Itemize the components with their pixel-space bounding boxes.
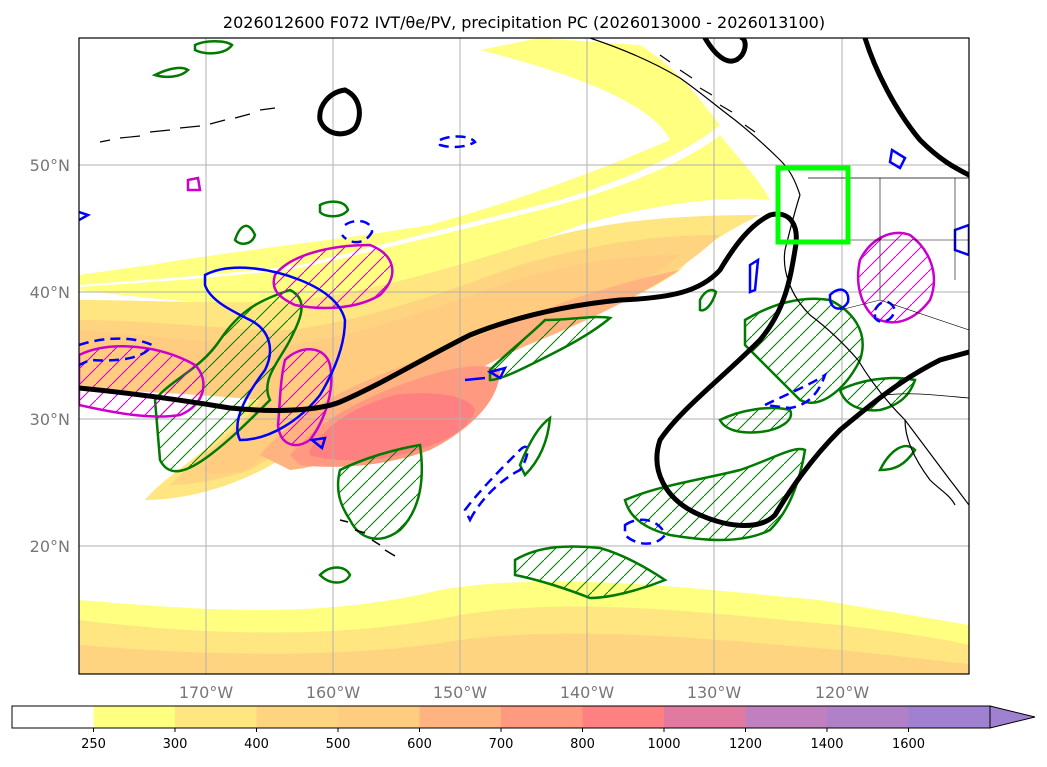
- colorbar-tick-label: 600: [407, 737, 432, 752]
- precip-area: [518, 415, 552, 478]
- lon-tick-label: 120°W: [815, 683, 870, 702]
- precip-area: [336, 443, 424, 540]
- lon-tick-label: 170°W: [179, 683, 234, 702]
- colorbar-swatch: [12, 706, 94, 728]
- lon-tick-label: 160°W: [306, 683, 361, 702]
- colorbar-tick-label: 1600: [892, 737, 925, 752]
- theta-contour: [186, 176, 202, 192]
- lat-tick-label: 20°N: [30, 537, 70, 556]
- lon-tick-label: 150°W: [433, 683, 488, 702]
- colorbar-extend-arrow: [989, 705, 1036, 729]
- coastline-us-west: [783, 194, 969, 506]
- pv-contours: [79, 38, 969, 528]
- border-states: [839, 178, 969, 331]
- colorbar-tick-label: 700: [489, 737, 514, 752]
- theta-contour: [308, 436, 327, 451]
- theta-positive-contours: [79, 176, 936, 447]
- theta-contour: [341, 219, 374, 244]
- precip-area: [698, 288, 718, 312]
- coastline-sea-islands: [659, 54, 756, 133]
- precip-area: [718, 406, 793, 434]
- colorbar-tick-label: 800: [570, 737, 595, 752]
- theta-contour: [464, 366, 508, 382]
- precip-area: [318, 566, 352, 584]
- colorbar-tick-label: 500: [326, 737, 351, 752]
- theta-contour: [438, 135, 477, 149]
- colorbar-tick-label: 250: [81, 737, 106, 752]
- precip-area: [193, 40, 234, 55]
- theta-negative-contours: [79, 135, 969, 545]
- lon-tick-labels: 170°W 160°W 150°W 140°W 130°W 120°W: [179, 683, 870, 702]
- ivt-band-500: [79, 255, 680, 474]
- theta-contour: [828, 288, 850, 310]
- lat-tick-label: 40°N: [30, 283, 70, 302]
- islands-aleutian: [99, 107, 276, 143]
- precip-area: [623, 447, 807, 542]
- theta-contour: [79, 337, 154, 367]
- map-area: [79, 38, 969, 674]
- ivt-band-250: [79, 38, 720, 285]
- colorbar-swatch: [175, 706, 257, 728]
- border-us-mexico: [884, 393, 969, 399]
- colorbar-tick-label: 300: [163, 737, 188, 752]
- chart-title: 2026012600 F072 IVT/θe/PV, precipitation…: [223, 13, 825, 32]
- pv-contour: [317, 87, 362, 137]
- theta-contour: [623, 518, 667, 545]
- colorbar-tick-label: 1000: [647, 737, 680, 752]
- precip-area: [153, 288, 303, 473]
- colorbar: 250 300 400 500 600 700 800 1000 1200 1400 1600: [11, 705, 1036, 752]
- coastline-baja: [904, 419, 956, 506]
- theta-contour: [856, 231, 936, 324]
- colorbar-swatch: [827, 706, 909, 728]
- precip-area: [488, 315, 613, 382]
- colorbar-tick-label: 400: [244, 737, 269, 752]
- lon-tick-label: 130°W: [687, 683, 742, 702]
- map-frame: [78, 37, 970, 675]
- precip-area: [318, 200, 350, 218]
- lat-tick-label: 30°N: [30, 410, 70, 429]
- theta-contour: [463, 445, 529, 523]
- colorbar-swatch: [501, 706, 583, 728]
- lat-tick-labels: 50°N 40°N 30°N 20°N: [30, 156, 70, 556]
- precip-area: [233, 224, 257, 245]
- ivt-band-800: [310, 393, 475, 461]
- colorbar-swatch: [256, 706, 339, 728]
- precip-pc-contours: [151, 40, 917, 600]
- ivt-band-subtropics-500: [79, 633, 969, 674]
- colorbar-swatch: [582, 706, 665, 728]
- colorbar-swatch: [908, 706, 991, 728]
- ivt-band-250b: [79, 135, 770, 305]
- precip-area: [151, 66, 190, 79]
- colorbar-tick-label: 1200: [729, 737, 762, 752]
- theta-contour: [272, 243, 394, 310]
- theta-contour: [873, 300, 897, 323]
- colorbar-swatch: [745, 706, 828, 728]
- precip-area: [877, 444, 917, 472]
- pv-contour: [702, 38, 748, 64]
- colorbar-swatch: [338, 706, 420, 728]
- precip-area: [513, 545, 668, 600]
- lat-tick-label: 50°N: [30, 156, 70, 175]
- ivt-shading: [79, 38, 969, 674]
- pv-contour: [79, 211, 969, 528]
- theta-contour: [748, 257, 760, 294]
- islands-hawaii: [339, 519, 396, 557]
- precip-area: [743, 297, 864, 404]
- theta-contour: [888, 147, 907, 170]
- colorbar-swatch: [93, 706, 176, 728]
- lon-tick-label: 140°W: [560, 683, 615, 702]
- region-highlight-box: [775, 165, 851, 245]
- colorbar-tick-label: 1400: [810, 737, 843, 752]
- colorbar-swatch: [419, 706, 502, 728]
- theta-contour: [203, 266, 347, 442]
- pv-contour: [862, 38, 969, 178]
- colorbar-swatch: [664, 706, 746, 728]
- theta-contour: [760, 371, 828, 410]
- theta-contour: [79, 210, 92, 222]
